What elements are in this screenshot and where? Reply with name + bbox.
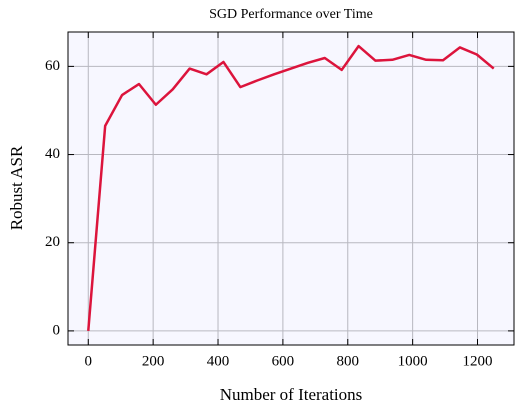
x-tick-label: 1000 [398,353,428,369]
x-tick-label: 800 [337,353,360,369]
y-axis-label: Robust ASR [7,145,26,230]
x-tick-label: 0 [85,353,93,369]
x-tick-label: 400 [207,353,230,369]
chart-title: SGD Performance over Time [209,7,373,22]
data-line [87,44,495,331]
plot-frame [67,31,515,346]
y-tick-label: 20 [45,234,60,250]
y-tick-label: 60 [45,58,60,74]
plot-area [68,32,514,345]
x-tick-label: 200 [142,353,165,369]
x-tick-label: 1200 [463,353,493,369]
x-axis-label: Number of Iterations [220,385,363,404]
x-tick-label: 600 [272,353,295,369]
y-tick-label: 0 [53,322,61,338]
y-tick-label: 40 [45,146,60,162]
